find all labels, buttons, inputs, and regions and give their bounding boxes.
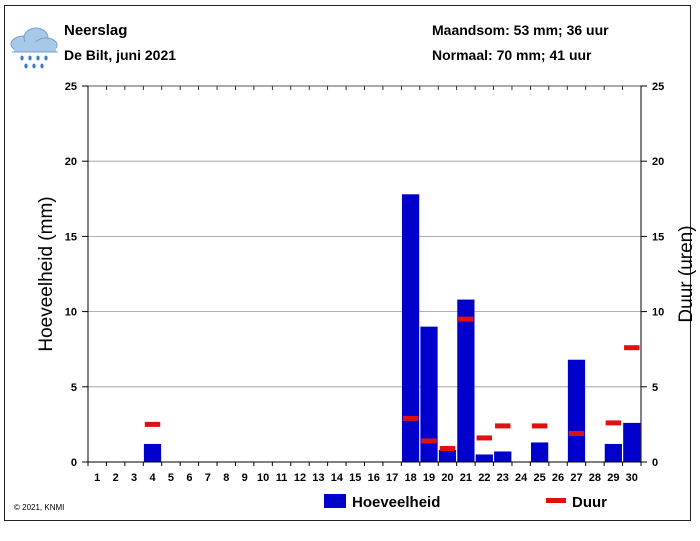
x-tick-label: 19 xyxy=(423,472,435,484)
y2-tick-label: 25 xyxy=(652,81,664,93)
amount-bar xyxy=(438,449,457,462)
x-tick-label: 12 xyxy=(294,472,306,484)
legend-label-amount: Hoeveelheid xyxy=(352,494,440,511)
amount-bar xyxy=(567,359,586,462)
amount-bar xyxy=(623,422,641,462)
amount-bar xyxy=(457,299,475,462)
rain-cloud-icon xyxy=(10,27,58,69)
duration-marker xyxy=(458,316,474,322)
gridlines xyxy=(88,85,641,388)
x-tick-label: 16 xyxy=(368,472,380,484)
y-tick-label: 20 xyxy=(65,156,77,168)
location-label: De Bilt, juni 2021 xyxy=(64,47,176,63)
x-tick-label: 23 xyxy=(497,472,509,484)
amount-bar xyxy=(475,454,493,462)
duration-marker xyxy=(624,345,640,351)
legend: Hoeveelheid Duur xyxy=(324,494,607,511)
x-tick-label: 18 xyxy=(404,472,416,484)
y-tick-label: 25 xyxy=(65,81,77,93)
x-tick-label: 9 xyxy=(242,472,248,484)
y2-tick-label: 5 xyxy=(652,382,658,394)
x-tick-label: 6 xyxy=(186,472,192,484)
y-tick-labels: 0 0 5 5 10 10 15 15 20 20 25 25 xyxy=(65,81,665,469)
y2-tick-label: 20 xyxy=(652,156,664,168)
x-tick-label: 11 xyxy=(276,472,288,484)
x-tick-label: 2 xyxy=(113,472,119,484)
legend-swatch-duration xyxy=(546,498,566,503)
x-tick-label: 5 xyxy=(168,472,174,484)
x-tick-label: 15 xyxy=(349,472,361,484)
duration-marker xyxy=(476,435,493,441)
x-tick-label: 22 xyxy=(478,472,490,484)
x-tick-label: 1 xyxy=(94,472,100,484)
x-tick-label: 28 xyxy=(589,472,601,484)
duration-marker xyxy=(439,445,456,451)
x-tick-label: 3 xyxy=(131,472,137,484)
y2-axis-title: Duur (uren) xyxy=(676,225,697,322)
x-tick-label: 27 xyxy=(570,472,582,484)
legend-label-duration: Duur xyxy=(572,494,607,511)
x-tick-label: 17 xyxy=(386,472,398,484)
copyright-note: © 2021, KNMI xyxy=(14,503,65,512)
x-tick-label: 20 xyxy=(441,472,453,484)
chart-title: Neerslag xyxy=(64,22,127,39)
amount-bar xyxy=(531,442,549,462)
amount-bar xyxy=(494,451,512,462)
x-tick-label: 4 xyxy=(149,472,156,484)
x-tick-label: 10 xyxy=(257,472,269,484)
axes xyxy=(82,85,647,466)
x-tick-label: 30 xyxy=(626,472,638,484)
x-tick-label: 14 xyxy=(331,472,344,484)
y2-tick-label: 15 xyxy=(652,231,664,243)
y2-tick-label: 10 xyxy=(652,307,664,319)
legend-swatch-amount xyxy=(324,494,346,508)
amount-bar xyxy=(420,326,438,462)
normal-label: Normaal: 70 mm; 41 uur xyxy=(432,47,592,63)
y-tick-label: 0 xyxy=(71,457,77,469)
duration-marker xyxy=(144,421,161,427)
x-tick-labels: 1 2 3 4 5 6 7 8 9 10 11 12 13 14 15 16 17 18 19 20 21 22 23 24 2… xyxy=(94,472,638,484)
y-tick-label: 10 xyxy=(65,307,77,319)
amount-bar xyxy=(143,443,162,462)
x-tick-label: 8 xyxy=(223,472,229,484)
duration-marker xyxy=(421,438,437,444)
y2-tick-label: 0 xyxy=(652,457,658,469)
x-tick-label: 13 xyxy=(312,472,324,484)
x-tick-label: 29 xyxy=(607,472,619,484)
y-axis-title: Hoeveelheid (mm) xyxy=(36,196,57,351)
amount-bar xyxy=(604,443,622,462)
duration-marker xyxy=(495,423,511,429)
amount-bars xyxy=(143,194,641,462)
x-tick-label: 7 xyxy=(205,472,211,484)
duration-marker xyxy=(531,423,548,429)
duration-marker xyxy=(605,420,622,426)
y-tick-label: 5 xyxy=(71,382,77,394)
y-tick-label: 15 xyxy=(65,231,77,243)
month-total-label: Maandsom: 53 mm; 36 uur xyxy=(432,22,609,38)
amount-bar xyxy=(401,194,420,462)
x-tick-label: 21 xyxy=(460,472,472,484)
x-tick-label: 25 xyxy=(533,472,545,484)
duration-markers xyxy=(144,316,640,451)
duration-marker xyxy=(402,415,419,421)
duration-marker xyxy=(568,430,585,436)
x-tick-label: 24 xyxy=(515,472,528,484)
x-tick-label: 26 xyxy=(552,472,564,484)
